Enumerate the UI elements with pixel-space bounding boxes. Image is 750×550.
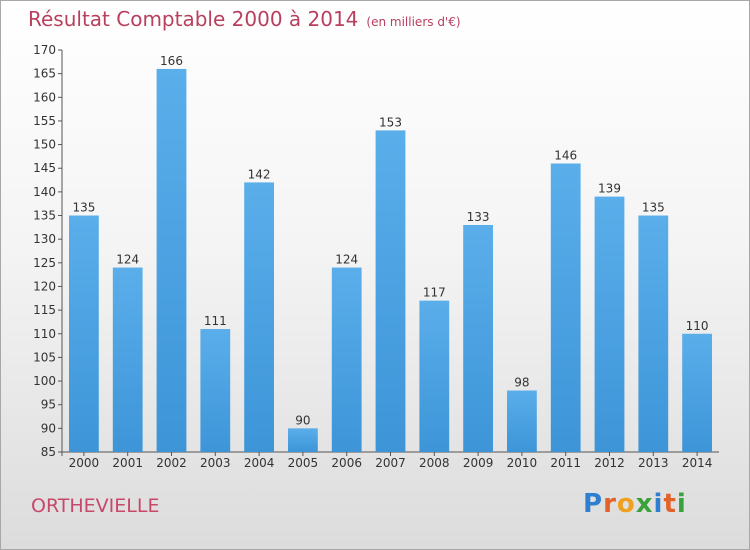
y-tick-label: 105 [33,350,56,364]
x-tick-label: 2008 [419,456,450,470]
bar [375,130,406,452]
y-tick-label: 85 [41,445,56,459]
x-tick-label: 2001 [112,456,143,470]
bar-value-label: 153 [379,115,402,129]
x-tick-label: 2012 [594,456,625,470]
y-tick-label: 155 [33,114,56,128]
y-tick-label: 160 [33,90,56,104]
y-tick-label: 165 [33,67,56,81]
bar [112,267,143,452]
bar-value-label: 142 [248,167,271,181]
x-tick-label: 2007 [375,456,406,470]
bar [463,224,493,452]
y-tick-label: 140 [33,185,56,199]
bar [288,428,318,452]
y-tick-label: 120 [33,279,56,293]
x-tick-label: 2011 [550,456,581,470]
logo-letter: i [676,489,687,519]
x-tick-label: 2004 [244,456,275,470]
logo-letter: t [663,489,677,519]
bar [200,329,231,452]
y-tick-label: 90 [41,421,56,435]
y-tick-label: 135 [33,209,56,223]
logo-letter: i [653,489,664,519]
bar-value-label: 124 [335,253,358,267]
bar-value-label: 146 [554,149,577,163]
bar-value-label: 124 [116,253,139,267]
bar [507,390,537,452]
logo-letter: x [635,489,654,519]
bar [331,267,362,452]
bar-value-label: 98 [514,376,529,390]
bar-value-label: 135 [642,201,665,215]
place-name: ORTHEVIELLE [31,495,160,517]
logo-letter: r [603,489,617,519]
x-tick-label: 2013 [638,456,669,470]
y-tick-label: 145 [33,161,56,175]
bar [69,215,99,452]
x-tick-label: 2003 [200,456,231,470]
bar-value-label: 117 [423,286,446,300]
bar-value-label: 166 [160,54,183,68]
x-tick-label: 2009 [463,456,494,470]
bar-value-label: 133 [467,210,490,224]
y-tick-label: 125 [33,256,56,270]
bar-value-label: 110 [686,319,709,333]
x-tick-label: 2006 [331,456,362,470]
logo-letter: o [616,489,636,519]
bar [550,163,581,452]
chart-title: Résultat Comptable 2000 à 2014 (en millie… [28,7,461,31]
bar [419,300,450,452]
x-tick-label: 2000 [69,456,100,470]
chart-subtitle: (en milliers d'€) [366,15,461,29]
x-tick-label: 2014 [682,456,713,470]
x-tick-label: 2002 [156,456,187,470]
bar [638,215,669,452]
bar-value-label: 135 [72,201,95,215]
x-tick-label: 2010 [507,456,538,470]
chart-title-text: Résultat Comptable 2000 à 2014 [28,7,359,31]
bar-value-label: 90 [295,413,310,427]
bar [682,333,712,452]
bar-value-label: 111 [204,314,227,328]
bar [244,182,274,452]
bar-value-label: 139 [598,182,621,196]
y-tick-label: 115 [33,303,56,317]
proxiti-logo: Proxiti [583,489,687,519]
logo-letter: P [583,489,604,519]
x-tick-label: 2005 [288,456,319,470]
y-tick-label: 130 [33,232,56,246]
y-tick-label: 170 [33,43,56,57]
y-tick-label: 110 [33,327,56,341]
y-tick-label: 100 [33,374,56,388]
bar [594,196,625,452]
bar [156,68,187,452]
y-tick-label: 95 [41,398,56,412]
y-tick-label: 150 [33,138,56,152]
